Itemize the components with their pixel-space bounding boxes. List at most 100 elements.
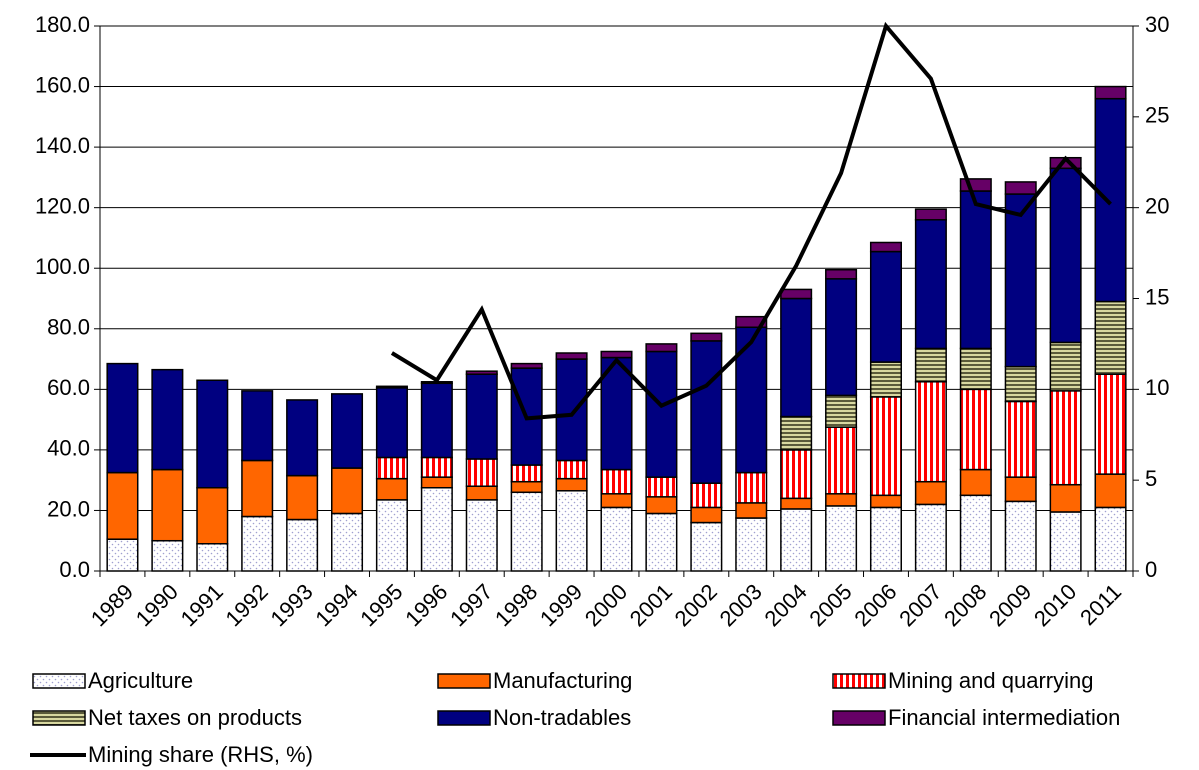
- bar-segment: [420, 486, 453, 572]
- bar-segment: [1094, 85, 1127, 100]
- bar-segment: [690, 332, 723, 342]
- legend-label: Mining share (RHS, %): [88, 742, 313, 767]
- x-tick-label: 1999: [535, 579, 587, 631]
- x-tick-label: 1991: [176, 579, 228, 631]
- x-tick-label: 2010: [1029, 579, 1081, 631]
- bar-segment: [465, 485, 498, 501]
- x-tick-label: 2004: [760, 579, 812, 631]
- bar-segment: [196, 486, 229, 545]
- bar-segment: [465, 499, 498, 572]
- x-tick-label: 2006: [849, 579, 901, 631]
- bar-segment: [959, 494, 992, 572]
- bar-segment: [869, 361, 902, 398]
- bar-segment: [151, 468, 184, 542]
- bar-segment: [555, 358, 588, 462]
- bar-segment: [690, 506, 723, 524]
- bar-segment: [735, 471, 768, 504]
- bar-segment: [959, 388, 992, 471]
- bar-segment: [690, 482, 723, 509]
- bar-segment: [375, 385, 408, 389]
- bar-segment: [1094, 506, 1127, 572]
- bar-segment: [869, 494, 902, 509]
- bar-segment: [914, 381, 947, 483]
- legend-swatch: [832, 710, 886, 726]
- bar-segment: [241, 515, 274, 572]
- bar-segment: [645, 343, 678, 353]
- y-tick-label: 20.0: [47, 496, 90, 521]
- bar-segment: [510, 480, 543, 494]
- x-tick-label: 2005: [804, 579, 856, 631]
- bar-segment: [1049, 390, 1082, 486]
- bar-segment: [241, 390, 274, 462]
- bar-segment: [1049, 341, 1082, 392]
- bar-segment: [196, 543, 229, 572]
- bar-segment: [914, 503, 947, 572]
- bar-segment: [510, 491, 543, 572]
- y2-tick-label: 10: [1145, 375, 1169, 400]
- bar-segment: [1004, 193, 1037, 368]
- bar-segment: [196, 379, 229, 489]
- legend-label: Manufacturing: [493, 668, 632, 693]
- bar-segment: [914, 480, 947, 506]
- bar-segment: [690, 521, 723, 572]
- y-tick-label: 120.0: [35, 193, 90, 218]
- bar-segment: [735, 326, 768, 474]
- bar-segment: [914, 208, 947, 221]
- y-tick-label: 40.0: [47, 436, 90, 461]
- bar-segment: [465, 373, 498, 460]
- bar-segment: [600, 356, 633, 471]
- bar-segment: [106, 471, 139, 540]
- x-tick-label: 1994: [310, 579, 362, 631]
- x-tick-label: 2003: [715, 579, 767, 631]
- bar-segment: [825, 268, 858, 280]
- bar-segment: [1004, 400, 1037, 478]
- y-tick-label: 100.0: [35, 254, 90, 279]
- legend-label: Agriculture: [88, 668, 193, 693]
- x-tick-label: 1992: [221, 579, 273, 631]
- bar-segment: [825, 278, 858, 397]
- bar-segment: [555, 352, 588, 360]
- x-tick-label: 2009: [984, 579, 1036, 631]
- x-tick-label: 1993: [265, 579, 317, 631]
- bar-segment: [420, 382, 453, 459]
- legend-label: Financial intermediation: [888, 705, 1120, 730]
- bar-segment: [914, 347, 947, 383]
- bar-segment: [106, 538, 139, 572]
- line: [390, 21, 1112, 421]
- x-tick-label: 2002: [670, 579, 722, 631]
- legend-label: Non-tradables: [493, 705, 631, 730]
- y-tick-label: 160.0: [35, 72, 90, 97]
- bar-segment: [780, 415, 813, 451]
- x-tick-label: 1996: [400, 579, 452, 631]
- y2-tick-label: 25: [1145, 103, 1169, 128]
- bar-segment: [106, 362, 139, 474]
- x-tick-label: 2001: [625, 579, 677, 631]
- bar-segment: [645, 350, 678, 478]
- legend-swatch: [437, 673, 491, 689]
- bar-segment: [465, 370, 498, 375]
- bar-segment: [375, 387, 408, 459]
- bar-segment: [869, 506, 902, 572]
- bar-segment: [375, 477, 408, 501]
- legend-swatch: [832, 673, 886, 689]
- y2-tick-label: 5: [1145, 466, 1157, 491]
- legend-swatch: [32, 673, 86, 689]
- bar-segment: [825, 505, 858, 572]
- bar-segment: [331, 393, 364, 469]
- bar-segment: [914, 219, 947, 350]
- bar-segment: [825, 426, 858, 495]
- y2-tick-label: 0: [1145, 557, 1157, 582]
- legend-label: Net taxes on products: [88, 705, 302, 730]
- y-tick-label: 140.0: [35, 133, 90, 158]
- bar-segment: [1049, 167, 1082, 344]
- bar-segment: [869, 250, 902, 363]
- bar-segment: [151, 368, 184, 471]
- bar-segment: [735, 517, 768, 572]
- x-tick-label: 2007: [894, 579, 946, 631]
- bar-segment: [375, 499, 408, 572]
- bar-segment: [1004, 365, 1037, 403]
- bar-segment: [331, 467, 364, 515]
- bar-segment: [1094, 97, 1127, 303]
- bar-segment: [959, 347, 992, 391]
